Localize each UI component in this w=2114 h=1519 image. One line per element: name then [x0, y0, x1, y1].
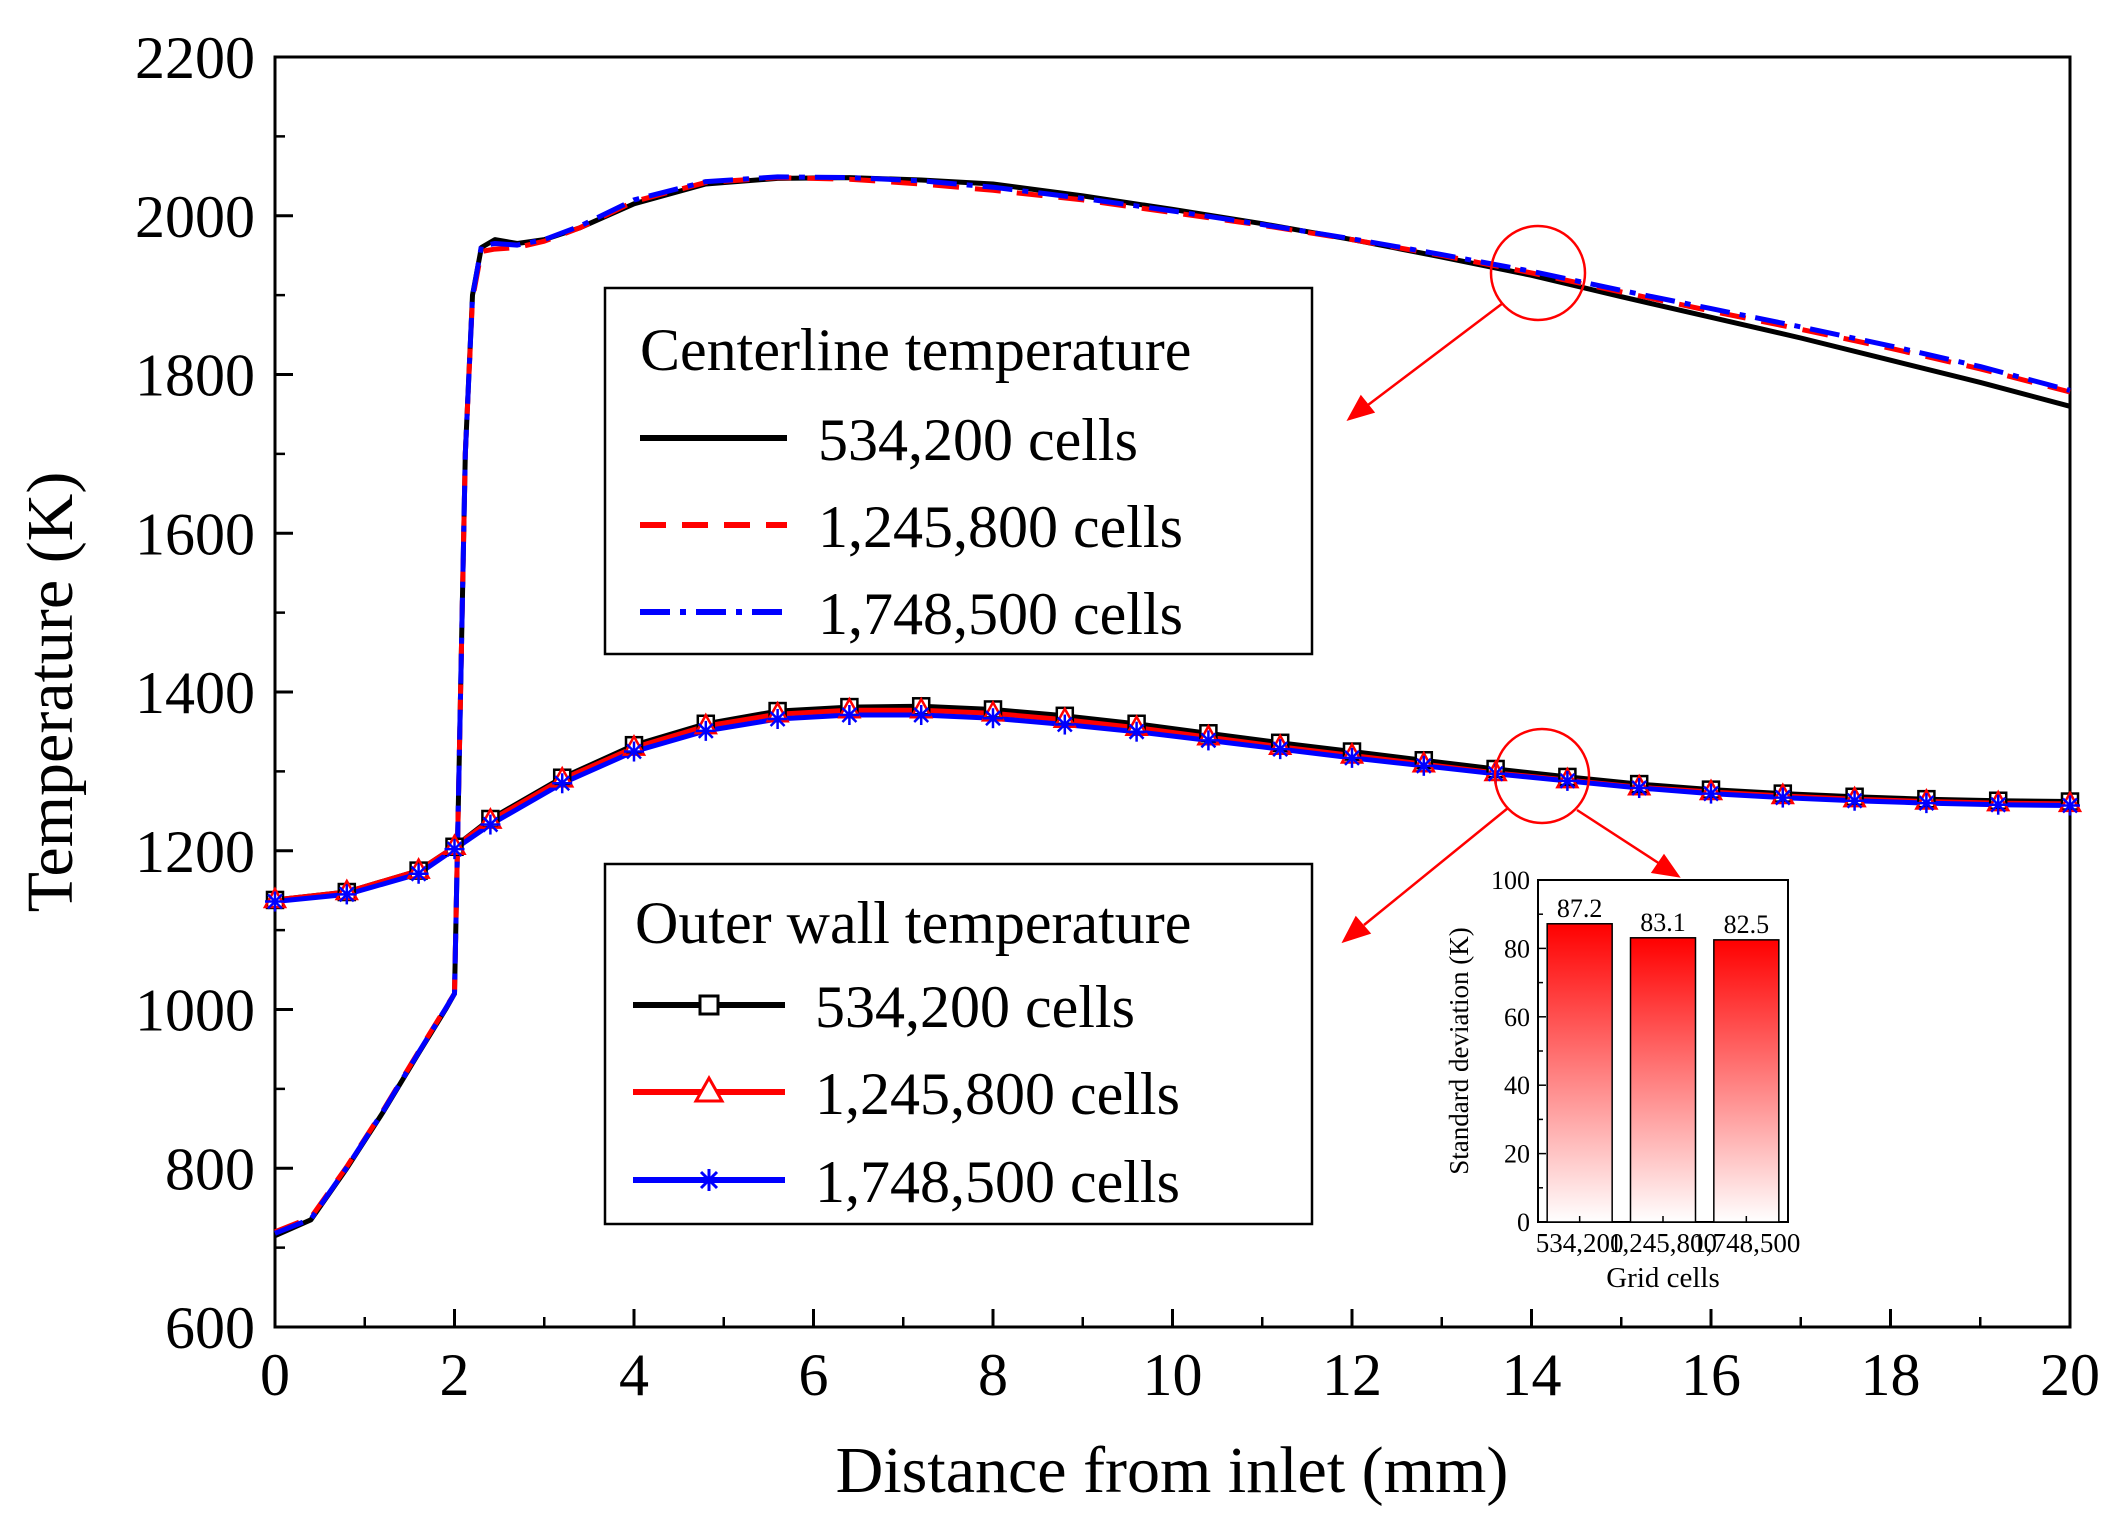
marker-asterisk-5: [408, 863, 429, 884]
marker-asterisk-5: [1772, 787, 1793, 808]
inset-x-tick-label: 1,245,800: [1609, 1228, 1717, 1258]
marker-asterisk-5: [1054, 714, 1075, 735]
y-tick-label: 2000: [135, 184, 255, 250]
x-tick-label: 2: [440, 1342, 470, 1408]
marker-asterisk-5: [2060, 795, 2080, 816]
inset-y-tick-label: 40: [1504, 1071, 1530, 1100]
x-tick-label: 8: [978, 1342, 1008, 1408]
legend-outerwall-marker-1: [698, 994, 720, 1016]
marker-asterisk-5: [480, 814, 501, 835]
zoom-circle-outerwall: [1493, 727, 1591, 825]
inset-bar-value-label: 83.1: [1640, 908, 1686, 937]
legend-outerwall-label-1: 534,200 cells: [815, 974, 1135, 1040]
x-tick-label: 14: [1502, 1342, 1562, 1408]
inset-y-tick-label: 60: [1504, 1003, 1530, 1032]
inset-bar-chart: 0 20 40 60 80 100 87.2 534,200 83.1 1,245,800 82.…: [1444, 866, 1800, 1294]
marker-asterisk-5: [444, 839, 465, 860]
marker-asterisk-5: [1413, 755, 1434, 776]
marker-asterisk-5: [1844, 790, 1865, 811]
inset-bar-2: [1713, 939, 1780, 1223]
legend-outerwall-label-2: 1,245,800 cells: [815, 1061, 1180, 1127]
marker-asterisk-5: [1701, 783, 1721, 804]
inset-x-axis-label: Grid cells: [1606, 1262, 1720, 1294]
legend-centerline-label-1: 534,200 cells: [818, 407, 1138, 473]
y-tick-label: 1800: [135, 343, 255, 409]
legend-centerline-box: [603, 286, 1314, 656]
legend-outerwall-title: Outer wall temperature: [635, 890, 1191, 956]
inset-y-tick-label: 100: [1491, 866, 1530, 895]
marker-asterisk-5: [1126, 721, 1147, 742]
inset-bars: 87.2 534,200 83.1 1,245,800 82.5 1,748,500: [1536, 894, 1801, 1258]
marker-asterisk-5: [336, 884, 357, 905]
y-tick-label: 800: [165, 1136, 255, 1202]
y-axis-label: Temperature (K): [14, 472, 87, 913]
marker-asterisk-5: [1198, 730, 1219, 751]
annotations: [1341, 224, 1681, 944]
legend-outerwall-box: [603, 862, 1314, 1226]
x-tick-label: 16: [1681, 1342, 1741, 1408]
legend-centerline-label-3: 1,748,500 cells: [818, 581, 1183, 647]
marker-asterisk-5: [1629, 778, 1650, 799]
arrow-outerwall-left-line: [1363, 807, 1509, 926]
x-axis-label: Distance from inlet (mm): [836, 1434, 1509, 1507]
legend-centerline-title: Centerline temperature: [640, 317, 1191, 383]
legend-outerwall-label-3: 1,748,500 cells: [815, 1149, 1180, 1215]
x-tick-label: 12: [1322, 1342, 1382, 1408]
inset-y-tick-label: 20: [1504, 1140, 1530, 1169]
marker-asterisk-5: [1916, 793, 1937, 814]
marker-asterisk-5: [839, 705, 860, 726]
x-tick-label: 20: [2040, 1342, 2100, 1408]
main-series-group: [262, 174, 2083, 1238]
arrow-centerline-head: [1346, 394, 1376, 422]
inset-x-tick-label: 534,200: [1536, 1228, 1624, 1258]
x-tick-label: 18: [1861, 1342, 1921, 1408]
marker-asterisk-5: [1557, 770, 1578, 791]
legend-outerwall-marker-3: [698, 1169, 720, 1191]
x-tick-label: 10: [1143, 1342, 1203, 1408]
marker-asterisk-5: [1988, 794, 2009, 815]
arrow-outerwall-right-head: [1650, 853, 1681, 878]
y-tick-label: 1200: [135, 819, 255, 885]
marker-asterisk-5: [695, 720, 716, 741]
x-tick-label: 4: [619, 1342, 649, 1408]
arrow-outerwall-right-line: [1576, 808, 1661, 866]
inset-bar-value-label: 87.2: [1557, 894, 1603, 923]
inset-x-tick-label: 1,748,500: [1692, 1228, 1800, 1258]
marker-asterisk-5: [265, 891, 285, 912]
arrow-centerline-line: [1367, 302, 1504, 406]
x-tick-label: 0: [260, 1342, 290, 1408]
y-tick-label: 2200: [135, 25, 255, 91]
main-axis-ticks: 0 2 4 6 8 10 12 14 16 18 2060080010001200140016001…: [135, 25, 2100, 1408]
marker-asterisk-5: [767, 708, 788, 729]
arrow-outerwall-left-head: [1341, 915, 1372, 944]
marker-asterisk-5: [1270, 739, 1291, 760]
marker-asterisk-5: [1342, 747, 1362, 768]
y-tick-label: 1400: [135, 660, 255, 726]
y-tick-label: 1600: [135, 501, 255, 567]
zoom-circle-centerline: [1489, 224, 1587, 322]
marker-asterisk-5: [552, 773, 573, 794]
marker-asterisk-5: [624, 741, 644, 762]
marker-asterisk-5: [983, 708, 1003, 729]
y-tick-label: 600: [165, 1295, 255, 1361]
inset-axis-ticks: 0 20 40 60 80 100: [1491, 866, 1546, 1237]
inset-y-axis-label: Standard deviation (K): [1444, 927, 1474, 1174]
x-tick-label: 6: [799, 1342, 829, 1408]
series-line-centerline-2: [274, 174, 2071, 1236]
inset-y-tick-label: 0: [1517, 1208, 1530, 1237]
inset-bar-value-label: 82.5: [1724, 910, 1770, 939]
inset-bar-0: [1546, 923, 1613, 1223]
inset-y-tick-label: 80: [1504, 934, 1530, 963]
legend-centerline-label-2: 1,245,800 cells: [818, 494, 1183, 560]
inset-bar-1: [1629, 937, 1697, 1223]
legend-outerwall-marker-2: [693, 1074, 725, 1103]
y-tick-label: 1000: [135, 978, 255, 1044]
marker-asterisk-5: [911, 705, 932, 726]
